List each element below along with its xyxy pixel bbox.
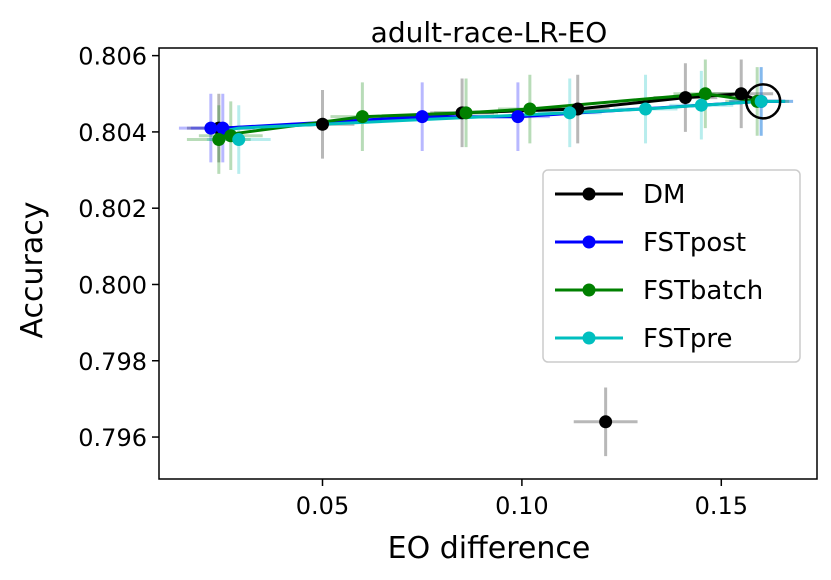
legend-box: [542, 169, 801, 363]
legend-label-FSTpre: FSTpre: [643, 324, 733, 354]
data-point-FSTpost: [415, 110, 429, 124]
x-tick-label: 0.15: [695, 492, 748, 520]
data-point-FSTbatch: [355, 110, 369, 124]
y-tick-label: 0.802: [78, 195, 147, 223]
legend: DM FSTpost FSTbatch FSTpre: [542, 169, 801, 363]
legend-label-DM: DM: [643, 180, 685, 210]
legend-label-FSTpost: FSTpost: [643, 228, 746, 258]
x-axis-label: EO difference: [388, 531, 591, 566]
data-point-FSTbatch: [698, 87, 712, 101]
y-tick-label: 0.798: [78, 348, 147, 376]
plot-frame: [158, 47, 818, 480]
legend-marker-FSTpre: [582, 331, 596, 345]
series-points: [204, 83, 782, 429]
data-point-FSTpre: [754, 94, 768, 108]
y-tick-label: 0.796: [78, 424, 147, 452]
axes: 0.05 0.10 0.15 0.796 0.798 0.800 0.802 0.804 0.8…: [78, 43, 818, 520]
legend-label-FSTbatch: FSTbatch: [643, 276, 763, 306]
data-point-DM: [316, 117, 330, 131]
data-point-DM: [734, 87, 748, 101]
chart-title: adult-race-LR-EO: [371, 16, 608, 49]
data-point-FSTpre: [639, 102, 653, 116]
y-tick-label: 0.806: [78, 43, 147, 71]
data-point-DM: [678, 91, 692, 105]
x-tick-label: 0.10: [495, 492, 548, 520]
y-tick-label: 0.800: [78, 271, 147, 299]
data-point-FSTbatch: [459, 106, 473, 120]
legend-marker-FSTbatch: [582, 283, 596, 297]
series-line-FSTbatch: [218, 92, 758, 138]
data-point-FSTbatch: [212, 133, 226, 147]
data-point-FSTpre: [694, 98, 708, 112]
data-point-FSTbatch: [523, 102, 537, 116]
data-point-FSTpost: [204, 121, 218, 135]
data-point-FSTpre: [232, 133, 246, 147]
data-point-DM: [599, 415, 613, 429]
x-tick-label: 0.05: [296, 492, 349, 520]
data-point-FSTpost: [511, 110, 525, 124]
data-point-FSTpre: [563, 106, 577, 120]
legend-marker-DM: [582, 187, 596, 201]
y-axis-label: Accuracy: [15, 202, 50, 339]
highlight-circle: [744, 83, 782, 120]
legend-marker-FSTpost: [582, 235, 596, 249]
y-tick-label: 0.804: [78, 119, 147, 147]
